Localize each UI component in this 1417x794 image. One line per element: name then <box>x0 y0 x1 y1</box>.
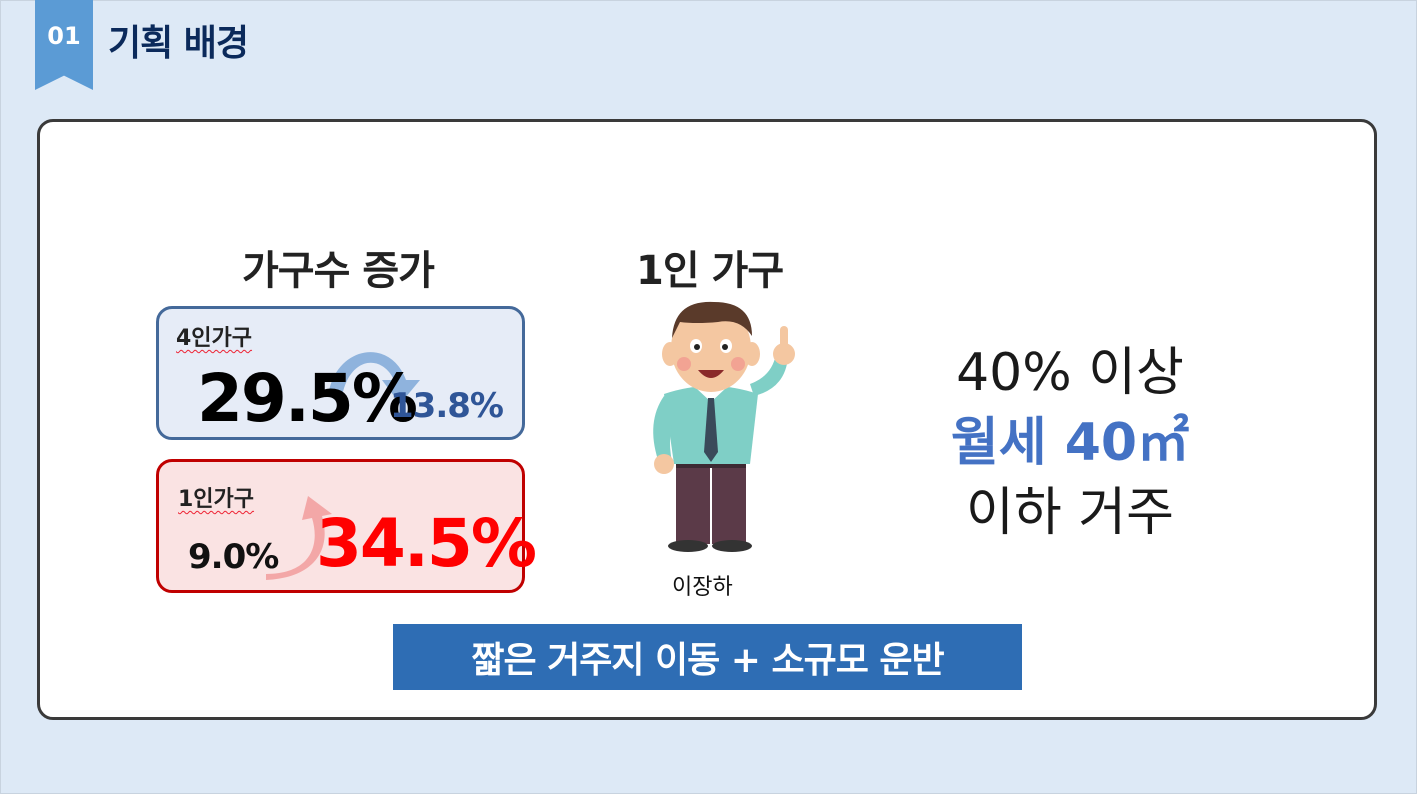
section-number-badge: 01 <box>35 0 93 90</box>
person-illustration <box>653 301 795 552</box>
household-growth-heading: 가구수 증가 <box>242 248 435 294</box>
single-household-heading: 1인 가구 <box>636 248 784 294</box>
one-person-to-value: 34.5% <box>316 505 537 582</box>
stat-line-3: 이하 거주 <box>966 483 1174 543</box>
one-person-from-value: 9.0% <box>188 537 279 577</box>
section-title: 기획 배경 <box>108 23 249 64</box>
person-name: 이장하 <box>672 575 733 600</box>
four-person-from-value: 29.5% <box>197 360 418 437</box>
four-person-to-value: 13.8% <box>390 386 504 426</box>
stat-line-2: 월세 40㎡ <box>950 413 1190 473</box>
four-person-label: 4인가구 <box>176 326 253 351</box>
section-number: 01 <box>47 22 81 50</box>
stat-line-1: 40% 이상 <box>956 343 1184 403</box>
increase-arrow-icon <box>266 496 332 580</box>
one-person-household-box <box>156 459 525 593</box>
summary-banner: 짧은 거주지 이동 + 소규모 운반 <box>393 624 1022 690</box>
summary-banner-text: 짧은 거주지 이동 + 소규모 운반 <box>471 640 944 681</box>
decrease-arrow-icon <box>328 352 420 404</box>
one-person-label: 1인가구 <box>178 487 255 512</box>
